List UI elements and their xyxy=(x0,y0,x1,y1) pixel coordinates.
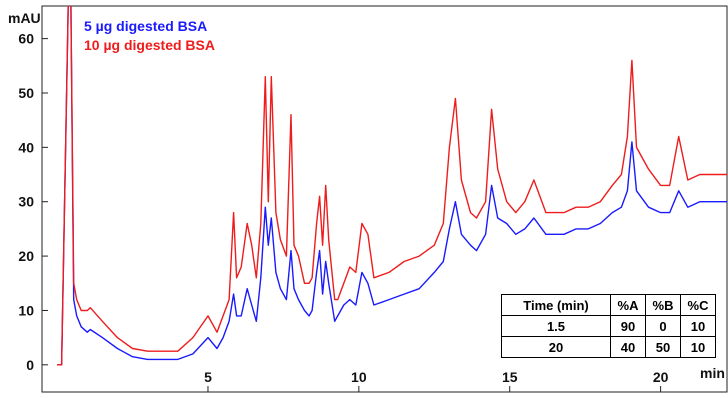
legend-entry-series-2: 10 µg digested BSA xyxy=(84,37,215,53)
y-tick-label: 10 xyxy=(18,302,34,318)
series-layer xyxy=(57,6,727,366)
x-tick-label: 20 xyxy=(653,369,669,385)
table-cell: 50 xyxy=(645,336,681,358)
table-cell: 40 xyxy=(610,336,646,358)
series-line-2 xyxy=(57,6,727,366)
table-cell: 10 xyxy=(680,336,716,358)
x-axis-unit-label: min xyxy=(700,365,725,381)
y-tick-label: 50 xyxy=(18,85,34,101)
gradient-table: Time (min) %A %B %C 1.5 90 0 10 20 40 50… xyxy=(501,294,716,358)
legend-entry-series-1: 5 µg digested BSA xyxy=(84,18,207,34)
y-tick-label: 30 xyxy=(18,194,34,210)
table-row: 1.5 90 0 10 xyxy=(501,315,716,337)
x-axis-ticks: 5 10 15 20 xyxy=(204,369,669,392)
gradient-table-header-time: Time (min) xyxy=(501,294,611,316)
gradient-table-header-a: %A xyxy=(610,294,646,316)
x-tick-label: 15 xyxy=(502,369,518,385)
gradient-table-header-c: %C xyxy=(680,294,716,316)
x-tick-label: 10 xyxy=(351,369,367,385)
y-axis-ticks: 0 10 20 30 40 50 60 xyxy=(18,31,48,373)
table-cell: 1.5 xyxy=(501,315,611,337)
table-cell: 20 xyxy=(501,336,611,358)
table-row: 20 40 50 10 xyxy=(501,336,716,358)
y-axis-unit-label: mAU xyxy=(8,10,41,26)
legend: 5 µg digested BSA 10 µg digested BSA xyxy=(84,18,215,53)
x-tick-label: 5 xyxy=(204,369,212,385)
gradient-table-header-b: %B xyxy=(645,294,681,316)
gradient-table-header-row: Time (min) %A %B %C xyxy=(501,294,716,316)
table-cell: 0 xyxy=(645,315,681,337)
y-tick-label: 60 xyxy=(18,31,34,47)
series-line-1 xyxy=(57,6,727,366)
y-tick-label: 40 xyxy=(18,139,34,155)
y-tick-label: 0 xyxy=(26,357,34,373)
table-cell: 10 xyxy=(680,315,716,337)
plot-frame xyxy=(41,5,728,393)
table-cell: 90 xyxy=(610,315,646,337)
y-tick-label: 20 xyxy=(18,248,34,264)
